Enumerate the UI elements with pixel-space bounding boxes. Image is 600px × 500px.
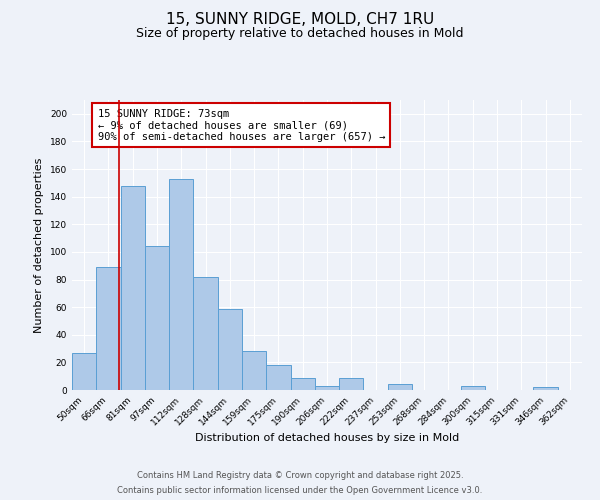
Text: Size of property relative to detached houses in Mold: Size of property relative to detached ho… (136, 28, 464, 40)
Bar (461, 386, 485, 390)
Text: Contains HM Land Registry data © Crown copyright and database right 2025.: Contains HM Land Registry data © Crown c… (137, 471, 463, 480)
Bar (388, 384, 412, 390)
Bar (242, 352, 266, 390)
Text: 15 SUNNY RIDGE: 73sqm
← 9% of detached houses are smaller (69)
90% of semi-detac: 15 SUNNY RIDGE: 73sqm ← 9% of detached h… (97, 108, 385, 142)
Text: 15, SUNNY RIDGE, MOLD, CH7 1RU: 15, SUNNY RIDGE, MOLD, CH7 1RU (166, 12, 434, 28)
Text: Contains public sector information licensed under the Open Government Licence v3: Contains public sector information licen… (118, 486, 482, 495)
Bar (145, 246, 169, 390)
Bar (290, 378, 315, 390)
Bar (339, 378, 364, 390)
Bar (266, 365, 290, 390)
Bar (72, 352, 96, 390)
Bar (96, 267, 121, 390)
Bar (121, 186, 145, 390)
X-axis label: Distribution of detached houses by size in Mold: Distribution of detached houses by size … (195, 432, 459, 442)
Bar (315, 386, 339, 390)
Bar (218, 308, 242, 390)
Bar (533, 387, 558, 390)
Bar (169, 178, 193, 390)
Y-axis label: Number of detached properties: Number of detached properties (34, 158, 44, 332)
Bar (193, 277, 218, 390)
